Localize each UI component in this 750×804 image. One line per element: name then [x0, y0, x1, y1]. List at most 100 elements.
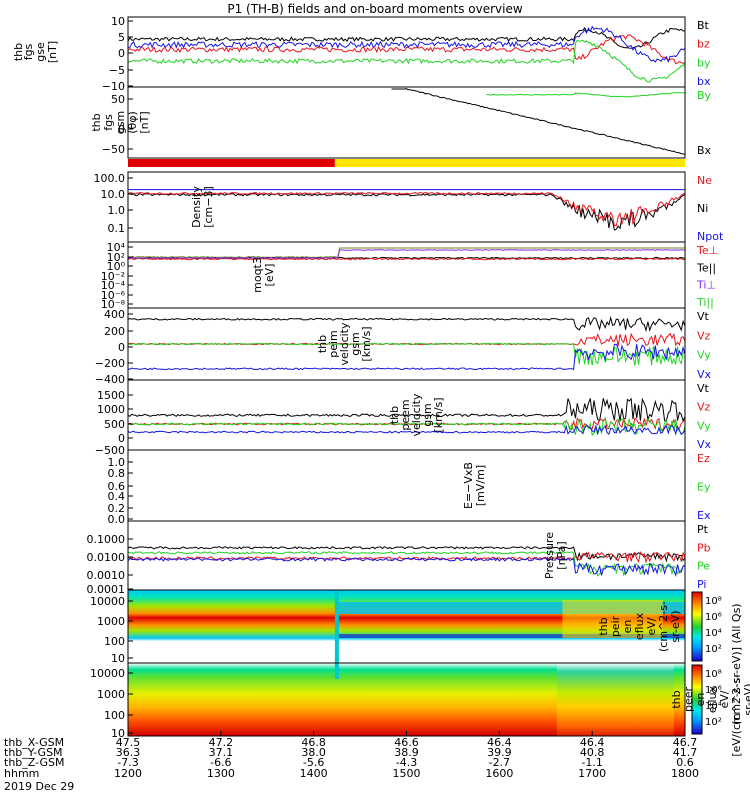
ephem-value-0-2: 46.8	[301, 736, 326, 749]
ylabel-electron_spec-5: (cm^2-s-	[730, 674, 743, 725]
trace-bx	[127, 25, 686, 63]
colorbar-ion-tick-2: 10⁴	[705, 628, 722, 639]
ytick-label-ion_spec-0: 10000	[90, 595, 125, 608]
legend-pressure-0: Pt	[697, 523, 709, 536]
ytick-label-electron_velocity-1: 1000	[97, 403, 125, 416]
ytick-label-ion_spec-3: 10	[111, 652, 125, 665]
legend-fgs-2: by	[697, 56, 711, 69]
colorbar-ion-tick-0: 10⁸	[705, 596, 722, 607]
colorbar-electron-tick-2: 10⁴	[705, 701, 722, 712]
ytick-label-temperature-2: 10⁰	[107, 260, 126, 273]
ytick-label-efield-0: 1.0	[108, 456, 126, 469]
legend-temperature-1: Te||	[696, 261, 716, 274]
panel-frame-efield	[127, 449, 686, 522]
trace-ion-vz	[127, 332, 686, 347]
ytick-label-efield-3: 0.4	[108, 490, 126, 503]
legend-electron_velocity-0: Vt	[697, 382, 710, 395]
ylabel-fgs-0: thb	[12, 43, 25, 61]
legend-density-0: Ne	[697, 174, 712, 187]
trace-bz	[127, 34, 685, 65]
colorbar-ion-tick-3: 10²	[705, 644, 722, 655]
plot-title: P1 (TH-B) fields and on-board moments ov…	[227, 2, 523, 16]
ephem-value-2-5: -1.1	[581, 756, 602, 769]
labels-layer: P1 (TH-B) fields and on-board moments ov…	[4, 2, 750, 793]
trace-by	[127, 39, 686, 83]
ephem-value-2-4: -2.7	[489, 756, 510, 769]
ytick-label-ion_velocity-2: 0	[118, 341, 125, 354]
ephem-value-2-1: -6.6	[210, 756, 231, 769]
ylabel-ion_velocity-0: thb	[316, 335, 329, 353]
ytick-label-efield-1: 0.8	[108, 467, 126, 480]
ephem-label-1: thb_Y-GSM	[4, 746, 63, 759]
ytick-label-electron_spec-3: 10	[111, 727, 125, 740]
ylabel-electron_velocity-3: gsm	[421, 403, 434, 426]
legend-electron_velocity-2: Vy	[697, 419, 711, 432]
trace-el-vy	[127, 417, 686, 437]
ylabel-fgs_angles-1: fgs	[102, 114, 115, 131]
ylabel-ion_velocity-4: [km/s]	[360, 326, 373, 361]
ephem-value-1-1: 37.1	[209, 746, 234, 759]
ephem-value-1-5: 40.8	[580, 746, 605, 759]
ephem-label-0: thb_X-GSM	[4, 736, 64, 749]
colorbar-electron-tick-3: 10²	[705, 717, 722, 728]
ytick-label-ion_velocity-0: 400	[104, 308, 125, 321]
ephem-value-0-4: 46.4	[487, 736, 512, 749]
legend-density-2: Npot	[697, 230, 724, 243]
ylabel-electron_spec-3: eflux	[706, 685, 719, 713]
ytick-label-density-3: 0.1	[108, 222, 126, 235]
ylabel-fgs_angles-2: gsm	[114, 111, 127, 134]
ylabel-ion_spec-4: eV/	[645, 617, 658, 635]
trace-ne	[127, 191, 686, 227]
ephem-value-1-0: 36.3	[116, 746, 141, 759]
ytick-label-electron_velocity-0: 1500	[97, 389, 125, 402]
ephem-value-3-3: 1500	[393, 767, 421, 780]
ylabel-fgs-1: fgs	[22, 43, 35, 60]
ephem-value-1-4: 39.9	[487, 746, 512, 759]
ytick-label-pressure-0: 0.1000	[87, 533, 126, 546]
ylabel-density-1: [cm−3]	[202, 186, 215, 228]
ylabel-ion_velocity-1: peim	[327, 330, 340, 358]
trace-pi	[127, 557, 686, 578]
ylabel-electron_spec-4: eV/	[718, 690, 731, 708]
ion-spectrogram-late-patch	[562, 600, 663, 638]
electron-spectrogram-late-patch	[556, 663, 674, 736]
ytick-label-density-0: 100.0	[94, 172, 126, 185]
ylabel-ion_spec-5: (cm^2-s-	[657, 601, 670, 652]
ytick-label-temperature-5: 10⁻⁶	[101, 289, 126, 302]
trace-angle-bx	[391, 88, 686, 155]
ylabel-ion_velocity-3: gsm	[349, 332, 362, 355]
colorbar-ion	[691, 591, 703, 662]
ephem-value-3-0: 1200	[114, 767, 142, 780]
ytick-label-efield-5: 0.0	[108, 513, 126, 526]
ylabel-electron_spec-2: en	[694, 693, 707, 707]
ephem-value-1-3: 38.9	[394, 746, 419, 759]
ion-spectrogram-gap	[334, 590, 339, 663]
ytick-label-fgs-1: 5	[118, 31, 125, 44]
ephem-value-2-0: -7.3	[117, 756, 138, 769]
ephem-value-0-0: 47.5	[116, 736, 141, 749]
ytick-label-fgs_angles-1: 0	[118, 123, 125, 136]
legend-fgs-1: bz	[697, 38, 710, 51]
ytick-label-efield-4: 0.2	[108, 502, 126, 515]
colorbar-electron	[691, 664, 703, 735]
ylabel-electron_spec-1: peer	[682, 687, 695, 713]
colorbar-ion-tick-1: 10⁶	[705, 612, 722, 623]
ion-spectrogram-lower-band	[338, 634, 685, 638]
ylabel-fgs_angles-3: (θφ)	[126, 111, 139, 134]
ephem-value-2-6: 0.6	[676, 756, 694, 769]
ylabel-fgs_angles-0: thb	[90, 113, 103, 131]
legend-density-1: Ni	[697, 202, 708, 215]
frames-layer	[127, 16, 686, 737]
ylabel-density-0: Density	[190, 186, 203, 228]
ylabel-temperature-0: moqt3	[251, 257, 264, 293]
ephem-value-0-5: 46.4	[580, 736, 605, 749]
ylabel-fgs-2: gse	[34, 42, 47, 62]
trace-el-vx	[127, 424, 686, 436]
ephem-value-0-1: 47.2	[209, 736, 234, 749]
legend-pressure-1: Pb	[697, 541, 711, 554]
trace-ti-par	[127, 247, 685, 259]
ytick-label-fgs-3: −5	[109, 64, 125, 77]
trace-pt	[127, 546, 686, 563]
